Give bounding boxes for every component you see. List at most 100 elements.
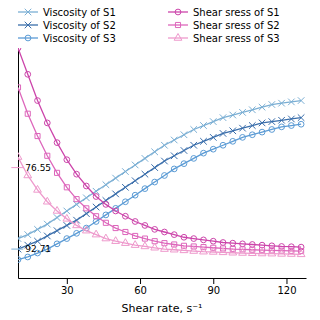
- series-marker: [171, 166, 177, 172]
- series-marker: [278, 117, 285, 124]
- annotation-line: [11, 167, 23, 168]
- series-marker: [103, 212, 109, 218]
- annotation: 76.55: [25, 163, 51, 173]
- legend-item: Viscosity of S1: [18, 7, 116, 18]
- series-marker: [83, 183, 89, 189]
- series-marker: [112, 191, 119, 198]
- series-marker: [34, 226, 41, 233]
- series-marker: [113, 226, 118, 231]
- series-marker: [54, 140, 60, 146]
- x-tick-mark: [286, 278, 287, 284]
- series-marker: [25, 111, 30, 116]
- series: [18, 97, 304, 242]
- series-marker: [201, 150, 207, 156]
- series-marker: [151, 243, 159, 250]
- x-tick-label: 30: [61, 285, 74, 296]
- series-marker: [122, 168, 129, 175]
- series-marker: [209, 248, 217, 255]
- legend-marker: [25, 9, 32, 16]
- series-marker: [132, 162, 139, 169]
- legend-item: Shear sress of S1: [168, 7, 280, 18]
- series-marker: [190, 126, 197, 133]
- series-marker: [93, 204, 100, 211]
- series-marker: [112, 175, 119, 182]
- series-marker: [249, 132, 255, 138]
- series-marker: [142, 155, 149, 162]
- series-marker: [161, 142, 168, 149]
- series-marker: [298, 121, 304, 127]
- series: [18, 114, 304, 252]
- series-marker: [229, 112, 236, 119]
- x-tick-label: 60: [134, 285, 147, 296]
- series: [18, 153, 305, 257]
- series-marker: [288, 116, 295, 123]
- series-marker: [230, 240, 236, 246]
- series-marker: [35, 98, 41, 104]
- x-axis-line: [19, 278, 307, 279]
- series-marker: [94, 214, 99, 219]
- series-marker: [180, 246, 188, 253]
- x-tick-label: 120: [277, 285, 296, 296]
- series-marker: [113, 208, 119, 214]
- series-marker: [24, 231, 31, 238]
- legend-item: Shear sress of S3: [168, 33, 280, 44]
- series-marker: [220, 240, 226, 246]
- series-marker: [73, 221, 81, 228]
- series-marker: [249, 122, 256, 129]
- x-tick: 60: [134, 278, 147, 296]
- series-marker: [200, 138, 207, 145]
- x-axis: 30 60 90 120: [19, 278, 307, 296]
- series-marker: [63, 214, 71, 221]
- series-marker: [54, 241, 60, 247]
- series-marker: [103, 181, 110, 188]
- legend-swatch: [168, 24, 188, 25]
- series-marker: [131, 241, 139, 248]
- series-marker: [74, 197, 79, 202]
- series-marker: [64, 222, 71, 229]
- series-line: [18, 118, 301, 249]
- plot: 30609012092.7176.55: [11, 45, 306, 296]
- series-marker: [297, 250, 305, 257]
- series: [18, 48, 304, 250]
- series-marker: [210, 118, 217, 125]
- series-marker: [239, 249, 247, 256]
- series-marker: [268, 249, 276, 256]
- series-marker: [103, 220, 108, 225]
- series-marker: [74, 230, 80, 236]
- series-marker: [132, 192, 138, 198]
- x-axis-title: Shear rate, s⁻¹: [122, 302, 203, 315]
- legend-marker: [175, 9, 181, 15]
- y-axis: [18, 49, 19, 279]
- series-marker: [190, 142, 197, 149]
- series-marker: [278, 100, 285, 107]
- series-marker: [82, 226, 90, 233]
- series-marker: [229, 128, 236, 135]
- series-marker: [151, 149, 158, 156]
- x-tick: 30: [61, 278, 74, 296]
- series-marker: [239, 109, 246, 116]
- x-tick-mark: [140, 278, 141, 284]
- legend-label: Viscosity of S1: [43, 7, 116, 18]
- series-marker: [220, 130, 227, 137]
- series-marker: [219, 248, 227, 255]
- series-marker: [25, 71, 31, 77]
- series-marker: [54, 227, 61, 234]
- series-marker: [162, 173, 168, 179]
- series-marker: [18, 48, 21, 51]
- series-marker: [240, 241, 246, 247]
- series-marker: [25, 254, 31, 260]
- series-marker: [278, 249, 286, 256]
- series-marker: [181, 161, 187, 167]
- series-marker: [54, 214, 61, 221]
- series-marker: [132, 177, 139, 184]
- series-marker: [210, 238, 216, 244]
- series-marker: [239, 125, 246, 132]
- series-line: [18, 101, 301, 239]
- legend-marker: [175, 22, 180, 27]
- x-tick-mark: [67, 278, 68, 284]
- series-marker: [64, 208, 71, 215]
- series-marker: [249, 242, 255, 248]
- legend-marker: [174, 34, 182, 41]
- series-marker: [18, 257, 21, 263]
- x-tick: 90: [207, 278, 220, 296]
